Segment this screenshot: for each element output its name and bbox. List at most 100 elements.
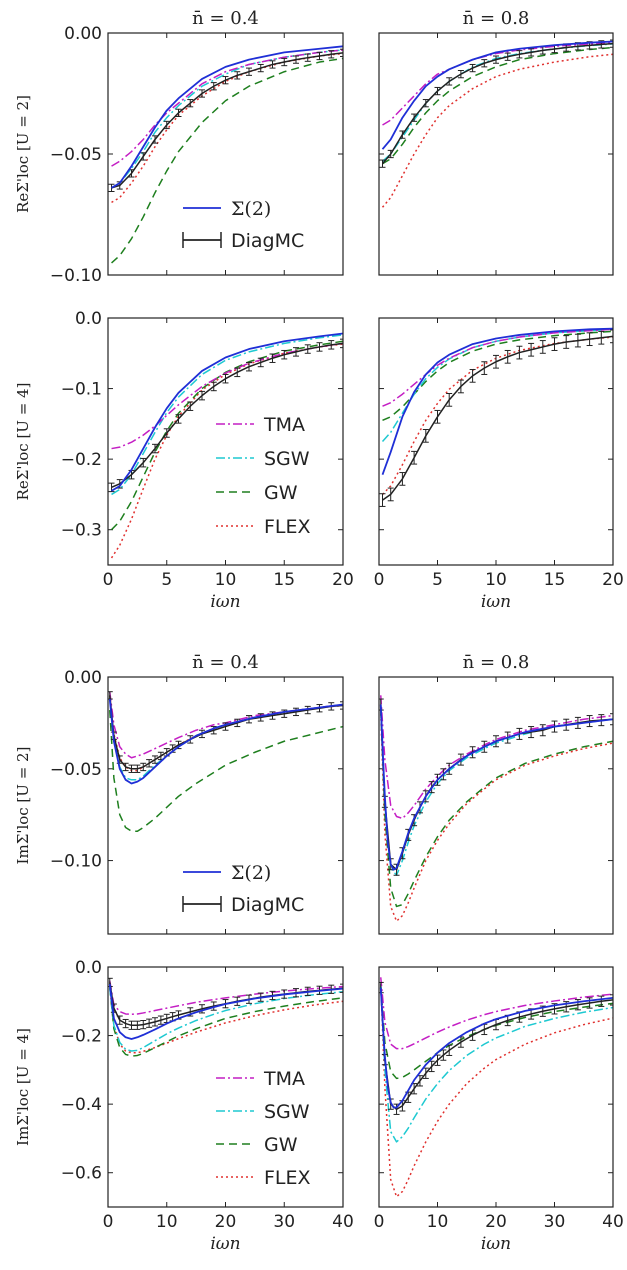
- panel-title: n̄ = 0.8: [463, 8, 530, 29]
- series-line-flex: [381, 53, 613, 208]
- x-tick-label: 20: [332, 570, 354, 590]
- series-line-sgw: [382, 43, 613, 162]
- panel-title: n̄ = 0.4: [192, 8, 259, 29]
- series-group: [108, 977, 343, 1057]
- y-tick-label: −0.6: [61, 1164, 102, 1184]
- series-line-sgw: [111, 334, 343, 496]
- series-line-sigma2: [111, 45, 343, 189]
- legend-label-flex: FLEX: [264, 516, 311, 538]
- series-line-sigma2: [381, 40, 613, 150]
- legend-label-gw: GW: [264, 482, 298, 504]
- panel-im-u4-n04: 0.0 −0.2 −0.4 −0.6 0 10 20 30 40 iωn ImΣ'loc [U = …: [14, 958, 354, 1254]
- series-group: [379, 977, 613, 1198]
- series-line-sgw: [380, 984, 613, 1143]
- series-line-tma: [380, 977, 613, 1050]
- y-tick-label: −0.10: [50, 852, 102, 872]
- series-group: [108, 332, 343, 559]
- series-line-sigma2: [379, 704, 613, 871]
- series-line-diagmc: [380, 704, 613, 871]
- series-line-tma: [380, 695, 613, 820]
- series-line-gw: [109, 987, 343, 1057]
- x-tick-label: 30: [273, 1212, 295, 1232]
- series-line-gw: [109, 709, 343, 832]
- series-line-tma: [111, 49, 343, 167]
- series-line-sgw: [109, 987, 343, 1052]
- series-group: [379, 327, 613, 507]
- legend-label-gw: GW: [264, 1134, 298, 1156]
- axes-frame: [107, 966, 344, 1208]
- panel-im-u4-n08: 0 10 20 30 40 iωn: [374, 966, 624, 1254]
- x-tick-label: 20: [485, 1212, 507, 1232]
- series-line-tma: [109, 691, 343, 759]
- series-line-sigma2: [379, 987, 613, 1109]
- x-tick-label: 5: [432, 570, 443, 590]
- series-line-gw: [382, 330, 613, 422]
- panel-title: n̄ = 0.8: [463, 652, 530, 673]
- legend-label-sigma2: Σ(2): [231, 198, 271, 220]
- panel-re-u4-n08: 0 5 10 15 20 iωn: [374, 317, 624, 612]
- y-tick-label: −0.2: [61, 1027, 102, 1047]
- y-axis-label: ImΣ'loc [U = 2]: [14, 747, 32, 865]
- legend-label-tma: TMA: [263, 414, 305, 436]
- x-tick-label: 20: [602, 570, 624, 590]
- axes-frame: [107, 676, 344, 935]
- panel-im-u2-n08: n̄ = 0.8: [378, 652, 614, 935]
- x-tick-label: 40: [602, 1212, 624, 1232]
- x-tick-label: 0: [103, 570, 114, 590]
- series-line-gw: [111, 57, 343, 264]
- legend-label-tma: TMA: [263, 1068, 305, 1090]
- series-line-diagmc: [381, 42, 613, 165]
- x-axis-label: iωn: [210, 592, 240, 612]
- legend-label-flex: FLEX: [264, 1167, 311, 1189]
- series-line-flex: [111, 52, 343, 204]
- y-tick-label: −0.1: [61, 380, 102, 400]
- series-line-gw: [110, 340, 343, 531]
- series-line-sgw: [111, 49, 343, 189]
- series-line-flex: [381, 336, 613, 495]
- series-group: [379, 39, 613, 208]
- x-tick-label: 15: [273, 570, 295, 590]
- axes-frame: [378, 32, 614, 276]
- legend-label-diagmc: DiagMC: [231, 894, 304, 916]
- x-tick-label: 0: [374, 1212, 385, 1232]
- panel-re-u2-n04: 0.00 −0.05 −0.10 n̄ = 0.4 ReΣ'loc [U = 2] Σ(2…: [14, 8, 344, 286]
- x-tick-label: 15: [544, 570, 566, 590]
- legend-label-diagmc: DiagMC: [231, 230, 304, 252]
- legend: TMA SGW GW FLEX: [216, 1068, 311, 1189]
- series-line-sgw: [381, 328, 613, 442]
- legend-label-sigma2: Σ(2): [231, 862, 271, 884]
- y-tick-label: −0.10: [50, 266, 102, 286]
- axes-frame: [378, 966, 614, 1208]
- y-tick-label: 0.0: [75, 958, 102, 978]
- axes-frame: [107, 317, 344, 566]
- panel-title: n̄ = 0.4: [192, 652, 259, 673]
- x-tick-label: 40: [332, 1212, 354, 1232]
- series-group: [108, 45, 343, 264]
- y-tick-label: 0.00: [64, 668, 102, 688]
- series-line-gw: [382, 46, 613, 165]
- axes-frame: [107, 32, 344, 276]
- panel-re-u2-n08: n̄ = 0.8: [378, 8, 614, 276]
- x-tick-label: 10: [427, 1212, 449, 1232]
- legend: TMA SGW GW FLEX: [216, 414, 311, 538]
- series-group: [108, 691, 343, 832]
- x-tick-label: 0: [374, 570, 385, 590]
- x-axis-label: iωn: [210, 1234, 240, 1254]
- series-group: [379, 695, 613, 922]
- y-axis-label: ReΣ'loc [U = 4]: [14, 383, 32, 501]
- y-axis-label: ImΣ'loc [U = 4]: [14, 1028, 32, 1146]
- x-tick-label: 20: [215, 1212, 237, 1232]
- y-tick-label: 0.00: [64, 24, 102, 44]
- series-line-sigma2: [108, 984, 343, 1040]
- y-tick-label: −0.2: [61, 450, 102, 470]
- y-tick-label: −0.05: [50, 145, 102, 165]
- x-tick-label: 0: [103, 1212, 114, 1232]
- legend: Σ(2) DiagMC: [182, 862, 304, 916]
- series-line-gw: [380, 984, 613, 1080]
- series-line-sigma2: [381, 327, 613, 475]
- panel-im-u2-n04: 0.00 −0.05 −0.10 n̄ = 0.4 ImΣ'loc [U = 2] Σ(2…: [14, 652, 344, 935]
- x-axis-label: iωn: [481, 592, 511, 612]
- y-tick-label: −0.4: [61, 1095, 102, 1115]
